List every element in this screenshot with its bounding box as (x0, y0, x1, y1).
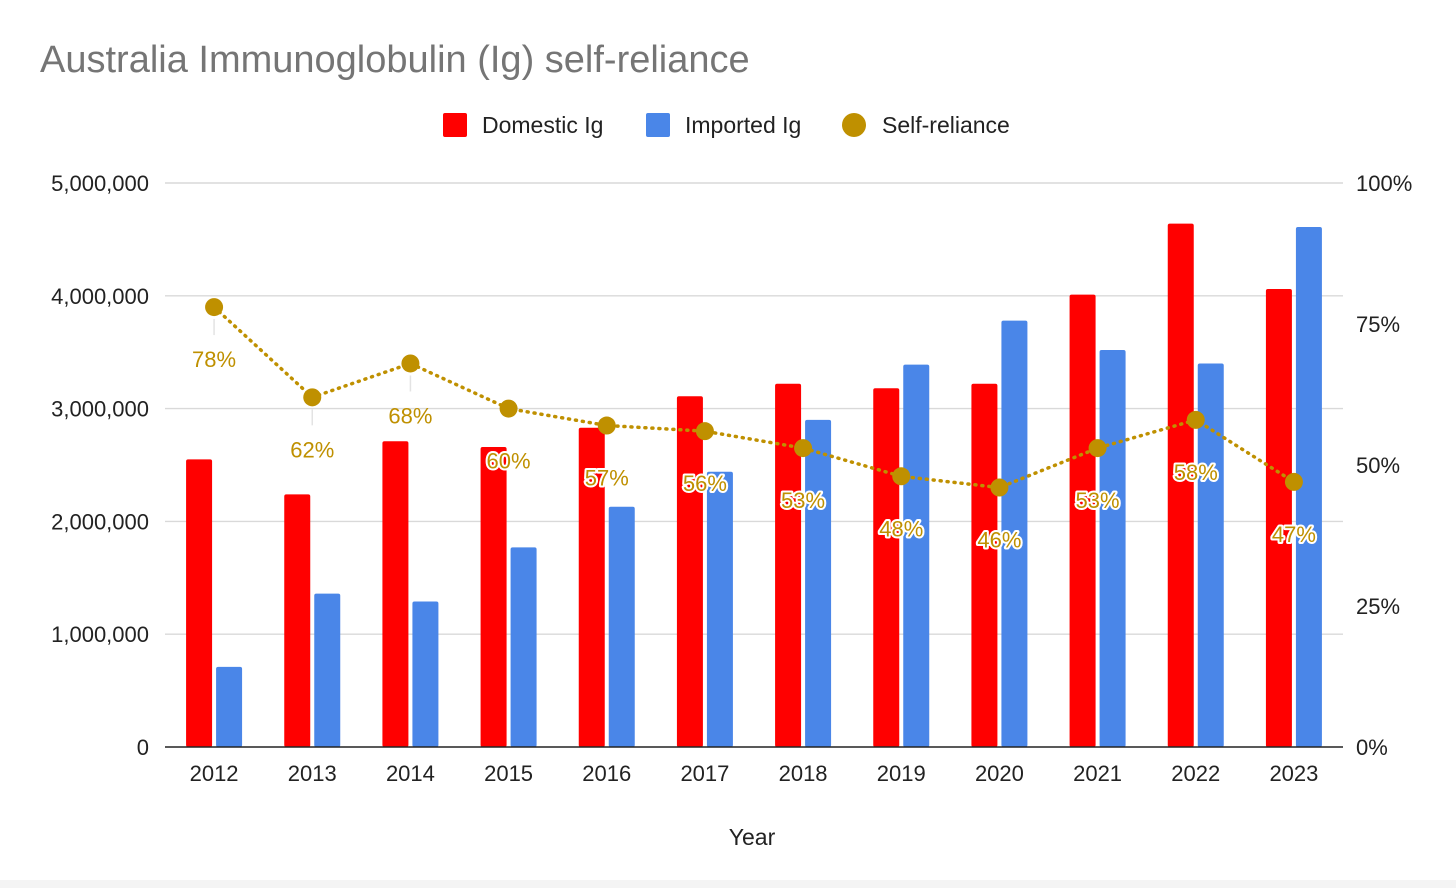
y-axis-tick-label: 4,000,000 (51, 284, 149, 309)
bar-domestic-ig (873, 388, 900, 747)
self-reliance-point (401, 354, 420, 373)
bar-imported-ig (1197, 363, 1224, 747)
x-axis-tick-label: 2022 (1171, 761, 1220, 786)
x-axis-tick-label: 2015 (484, 761, 533, 786)
right-axis: 0% 25% 50% 75% 100% (1356, 171, 1412, 760)
self-reliance-data-label: 53% (1076, 488, 1120, 513)
x-axis-tick-label: 2020 (975, 761, 1024, 786)
bar-imported-ig (608, 506, 635, 747)
self-reliance-point (990, 478, 1009, 497)
bar-imported-ig (1001, 320, 1028, 747)
bar-imported-ig (510, 547, 537, 747)
bar-domestic-ig (186, 459, 213, 747)
x-axis-tick-label: 2014 (386, 761, 435, 786)
x-axis-tick-label: 2013 (288, 761, 337, 786)
x-axis: 2012 2013 2014 2015 2016 2017 2018 2019 2020 2021… (190, 761, 1319, 786)
bars (186, 223, 1322, 747)
legend-swatch-imported (646, 113, 670, 137)
legend-label-domestic: Domestic Ig (482, 112, 603, 138)
self-reliance-data-label: 68% (388, 403, 432, 428)
y2-axis-tick-label: 0% (1356, 735, 1388, 760)
self-reliance-point (1088, 439, 1107, 458)
y-axis-tick-label: 5,000,000 (51, 171, 149, 196)
bar-imported-ig (1099, 349, 1126, 747)
self-reliance-point (892, 467, 911, 486)
bar-domestic-ig (1069, 294, 1096, 747)
bar-imported-ig (903, 364, 930, 747)
bar-imported-ig (805, 419, 832, 747)
self-reliance-line (205, 298, 1303, 497)
legend-label-self-reliance: Self-reliance (882, 112, 1010, 138)
self-reliance-point (205, 298, 224, 317)
x-axis-title: Year (729, 824, 776, 850)
left-axis: 0 1,000,000 2,000,000 3,000,000 4,000,000 5,0… (51, 171, 149, 760)
chart-title: Australia Immunoglobulin (Ig) self-relia… (40, 39, 750, 81)
self-reliance-point (597, 416, 616, 435)
self-reliance-point (499, 399, 518, 418)
y-axis-tick-label: 2,000,000 (51, 509, 149, 534)
self-reliance-data-label: 46% (977, 528, 1021, 553)
bar-domestic-ig (676, 396, 703, 747)
self-reliance-data-label: 57% (585, 466, 629, 491)
bar-domestic-ig (578, 427, 605, 747)
bar-domestic-ig (480, 446, 507, 747)
bar-imported-ig (314, 593, 341, 747)
bar-domestic-ig (284, 494, 311, 747)
y-axis-tick-label: 3,000,000 (51, 397, 149, 422)
self-reliance-data-label: 56% (683, 471, 727, 496)
bar-domestic-ig (1167, 223, 1194, 747)
legend-swatch-domestic (443, 113, 467, 137)
self-reliance-series-line (212, 305, 1296, 490)
bottom-edge-strip (0, 880, 1456, 888)
self-reliance-data-label: 48% (879, 516, 923, 541)
bar-domestic-ig (1265, 289, 1292, 747)
x-axis-tick-label: 2016 (582, 761, 631, 786)
legend: Domestic Ig Imported Ig Self-reliance (443, 112, 1010, 138)
self-reliance-point (303, 388, 322, 407)
self-reliance-point (1284, 472, 1303, 491)
self-reliance-data-label: 53% (781, 488, 825, 513)
y2-axis-tick-label: 50% (1356, 453, 1400, 478)
legend-swatch-self-reliance (842, 113, 866, 137)
x-axis-tick-label: 2021 (1073, 761, 1122, 786)
y2-axis-tick-label: 100% (1356, 171, 1412, 196)
bar-domestic-ig (775, 383, 802, 747)
legend-label-imported: Imported Ig (685, 112, 801, 138)
y-axis-tick-label: 0 (137, 735, 149, 760)
bar-domestic-ig (971, 383, 998, 747)
bar-domestic-ig (382, 441, 409, 747)
self-reliance-data-label: 78% (192, 347, 236, 372)
x-axis-tick-label: 2012 (190, 761, 239, 786)
x-axis-tick-label: 2018 (779, 761, 828, 786)
self-reliance-data-label: 47% (1272, 522, 1316, 547)
bar-imported-ig (216, 666, 243, 747)
self-reliance-point (1186, 410, 1205, 429)
y2-axis-tick-label: 25% (1356, 594, 1400, 619)
self-reliance-data-label: 62% (290, 437, 334, 462)
gridlines (165, 182, 1343, 635)
self-reliance-data-label: 58% (1174, 460, 1218, 485)
x-axis-tick-label: 2017 (680, 761, 729, 786)
y2-axis-tick-label: 75% (1356, 312, 1400, 337)
y-axis-tick-label: 1,000,000 (51, 622, 149, 647)
bar-imported-ig (1295, 226, 1322, 747)
self-reliance-point (695, 422, 714, 441)
bar-imported-ig (706, 471, 733, 747)
self-reliance-labels: 78% 62% 68% 60% 57% 56% 53% 48% 46% 53% 58% 47% (192, 319, 1318, 555)
bar-imported-ig (412, 601, 439, 747)
self-reliance-point (794, 439, 813, 458)
x-axis-tick-label: 2019 (877, 761, 926, 786)
x-axis-tick-label: 2023 (1269, 761, 1318, 786)
self-reliance-data-label: 60% (487, 449, 531, 474)
